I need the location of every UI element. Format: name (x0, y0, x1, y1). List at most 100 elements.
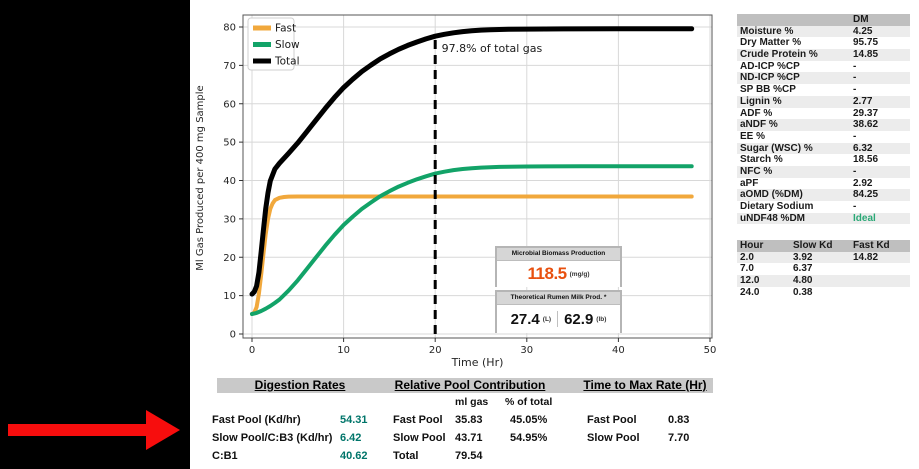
microbial-biomass-card: Microbial Biomass Production 118.5 (mg/g… (495, 246, 622, 287)
x-tick-label: 0 (249, 345, 255, 356)
summary-row: C:B1 40.62 Total 79.54 (190, 449, 919, 467)
summary-cell-ml: 43.71 (455, 432, 483, 444)
summary-row: Slow Pool/C:B3 (Kd/hr) 6.42 Slow Pool 43.71… (190, 431, 919, 449)
kd-cell: Hour (740, 240, 764, 251)
milk-value-liters: 27.4 (510, 310, 540, 328)
y-tick-label: 80 (223, 23, 236, 34)
table-row: aNDF % 38.62 (737, 119, 910, 131)
series-total (249, 26, 695, 297)
x-tick-label: 30 (520, 345, 533, 356)
summary-cell-pct: 54.95% (510, 432, 548, 444)
nutrient-label: ADF % (740, 107, 773, 119)
y-tick-label: 10 (223, 291, 236, 302)
nutrient-label: Dry Matter % (740, 37, 802, 49)
nutrient-value: 29.37 (853, 107, 879, 119)
series-fast (250, 194, 694, 316)
y-tick-label: 0 (230, 330, 236, 341)
rumen-milk-title: Theoretical Rumen Milk Prod. * (497, 292, 620, 305)
table-row: 2.0 3.92 14.82 (737, 251, 910, 264)
nutrient-value: - (853, 201, 857, 212)
kd-cell: 12.0 (740, 275, 760, 287)
divider (557, 311, 559, 327)
table-row: Dry Matter % 95.75 (737, 37, 910, 49)
table-row: ADF % 29.37 (737, 108, 910, 120)
milk-unit-liters: (L) (542, 315, 552, 323)
nutrient-analysis-table: DM Moisture % 4.25 Dry Matter % 95.75 Crude P… (737, 14, 910, 225)
summary-cell-rate_label: Slow Pool/C:B3 (Kd/hr) (212, 432, 333, 444)
nutrient-value: 2.77 (853, 95, 873, 107)
milk-unit-pounds: (lb) (596, 315, 607, 323)
summary-tables: Digestion Rates Relative Pool Contributi… (190, 377, 919, 469)
nutrient-value: 84.25 (853, 189, 879, 201)
rumen-milk-card: Theoretical Rumen Milk Prod. * 27.4 (L) … (495, 290, 622, 333)
series-slow (250, 164, 694, 316)
nutrient-label: ND-ICP %CP (740, 72, 800, 84)
kd-cell: 7.0 (740, 263, 754, 275)
x-tick-label: 10 (337, 345, 350, 356)
y-tick-label: 50 (223, 138, 236, 149)
table-row: NFC % - (737, 165, 910, 178)
table-row: 7.0 6.37 (737, 263, 910, 275)
summary-cell-max: 7.70 (668, 432, 690, 444)
nutrient-label: Crude Protein % (740, 49, 818, 61)
summary-cell-max_label: Fast Pool (587, 414, 637, 426)
table-row: Lignin % 2.77 (737, 95, 910, 108)
x-tick-label: 50 (704, 345, 717, 356)
nutrient-value: - (853, 84, 857, 96)
nutrient-value: 6.32 (853, 142, 873, 154)
nutrient-label: AD-ICP %CP (740, 60, 800, 72)
legend-label: Fast (275, 23, 296, 35)
kd-cell: Slow Kd (793, 240, 833, 251)
summary-header-band (217, 378, 713, 393)
summary-cell-pool_label: Fast Pool (393, 414, 443, 426)
summary-cell-pool_label: Total (393, 450, 419, 462)
time-to-max-header: Time to Max Rate (Hr) (583, 378, 707, 392)
table-row: 12.0 4.80 (737, 275, 910, 287)
nutrient-label: aNDF % (740, 119, 778, 131)
nutrient-label: Sugar (WSC) % (740, 142, 813, 154)
nutrient-label: Dietary Sodium (740, 201, 814, 212)
red-arrow-icon (8, 410, 180, 450)
nutrient-label: aOMD (%DM) (740, 189, 803, 201)
kd-cell: 24.0 (740, 286, 760, 298)
digestion-rates-header: Digestion Rates (254, 378, 346, 392)
table-row: aOMD (%DM) 84.25 (737, 189, 910, 201)
relative-pool-header: Relative Pool Contribution (394, 378, 546, 392)
kd-cell: Fast Kd (853, 240, 890, 251)
nutrient-value: 2.92 (853, 177, 873, 189)
y-tick-label: 60 (223, 99, 236, 110)
gas-production-chart: 97.8% of total gas 0 10 20 30 40 50 0 10 20 30 40 50… (195, 14, 717, 369)
nutrient-value: 14.85 (853, 49, 879, 61)
annotation-text: 97.8% of total gas (442, 42, 543, 55)
legend-label: Slow (275, 39, 300, 51)
summary-cell-rate: 40.62 (340, 450, 368, 462)
nutrient-label: Starch % (740, 154, 783, 166)
header-blank (737, 14, 853, 26)
table-row: 24.0 0.38 (737, 287, 910, 299)
y-tick-label: 30 (223, 214, 236, 225)
x-tick-label: 40 (612, 345, 625, 356)
nutrient-value: Ideal (853, 212, 876, 224)
nutrient-value: - (853, 130, 857, 142)
table-row: SP BB %CP - (737, 84, 910, 96)
kd-cell (853, 275, 910, 287)
table-row: Crude Protein % 14.85 (737, 49, 910, 61)
table-row: Sugar (WSC) % 6.32 (737, 142, 910, 155)
kd-cell (853, 287, 910, 299)
table-row: uNDF48 %DM Ideal (737, 212, 910, 225)
kd-cell: 3.92 (793, 251, 813, 263)
nutrient-label: NFC % (740, 165, 773, 177)
summary-row: Fast Pool (Kd/hr) 54.31 Fast Pool 35.83 45.0… (190, 413, 919, 431)
nutrient-label: uNDF48 %DM (740, 212, 806, 224)
nutrient-value: 38.62 (853, 119, 879, 131)
summary-cell-pool_label: Slow Pool (393, 432, 446, 444)
summary-cell-max_label: Slow Pool (587, 432, 640, 444)
summary-cell-ml: 35.83 (455, 414, 483, 426)
kd-cell: 2.0 (740, 251, 754, 263)
summary-cell-rate: 6.42 (340, 432, 362, 444)
nutrient-value: - (853, 72, 857, 84)
y-tick-label: 70 (223, 61, 236, 72)
milk-value-pounds: 62.9 (564, 310, 594, 328)
x-tick-label: 20 (429, 345, 442, 356)
plot-frame (242, 14, 713, 339)
